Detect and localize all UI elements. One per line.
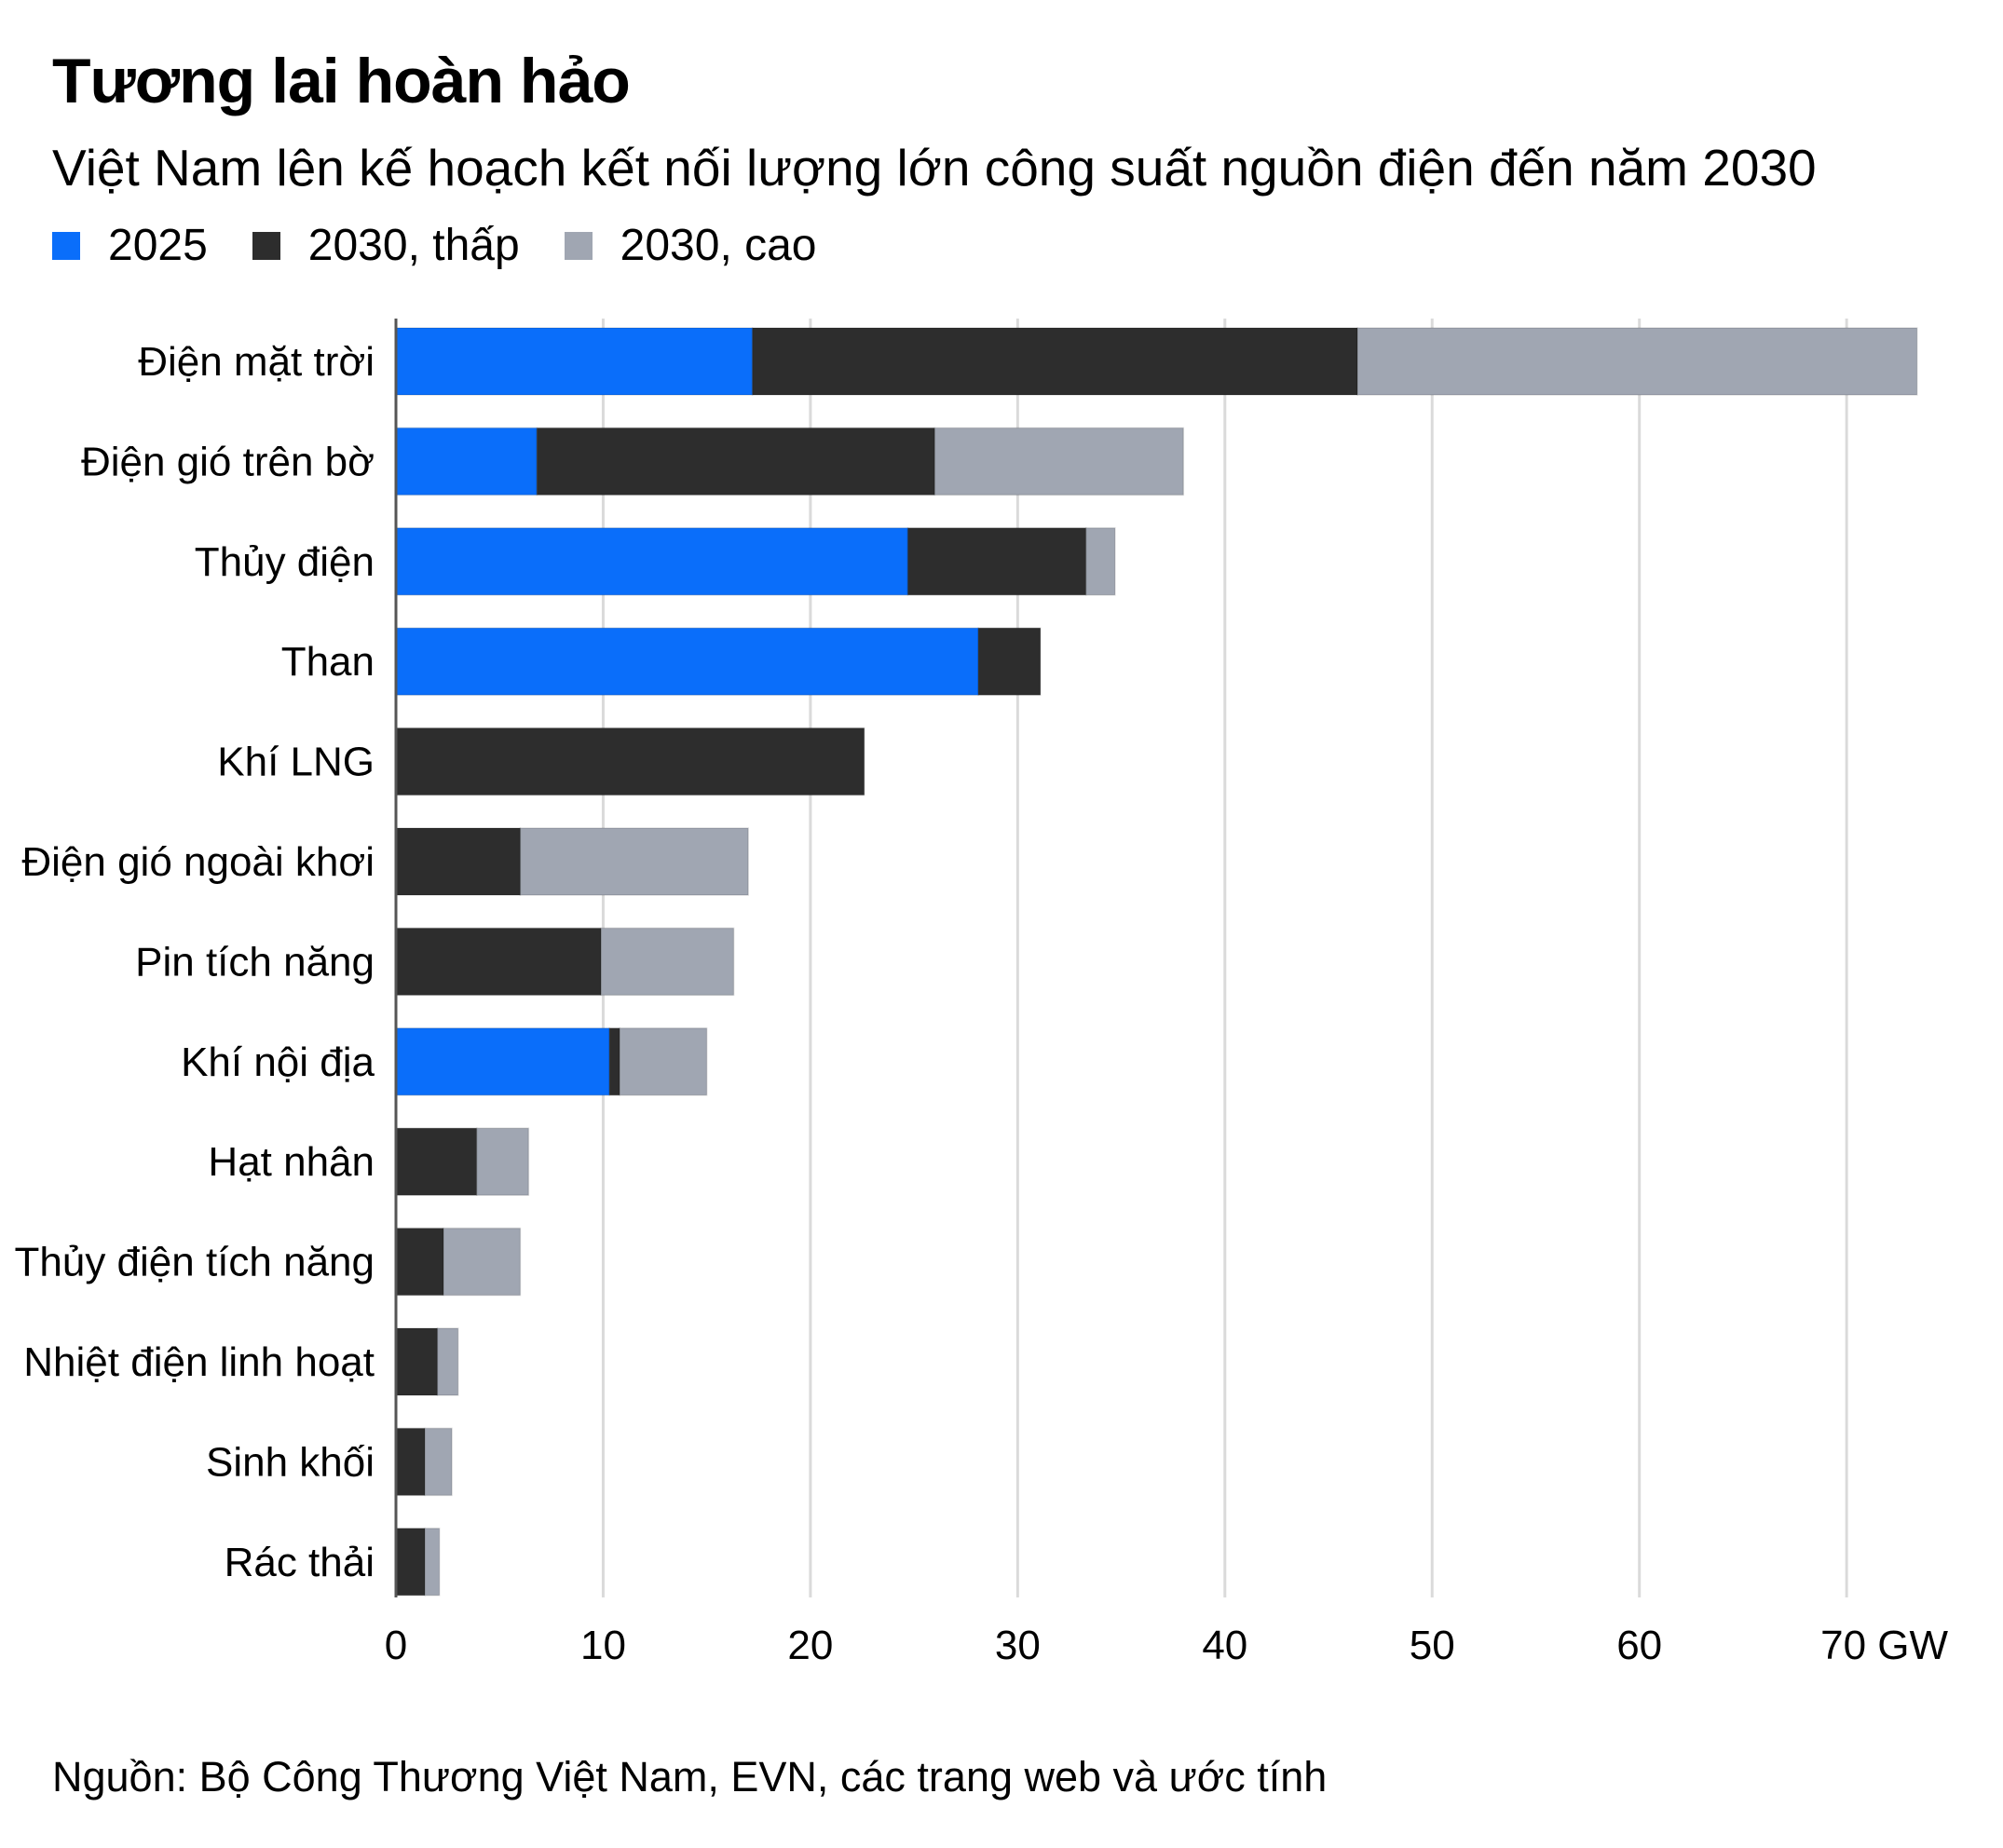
legend-label-2025: 2025 (108, 221, 208, 270)
legend: 2025 2030, thấp 2030, cao (52, 220, 862, 271)
bar-segment (608, 1027, 620, 1096)
category-label: Điện gió ngoài khơi (21, 839, 375, 885)
bar-segment (424, 1427, 453, 1497)
category-label: Thủy điện tích năng (15, 1240, 375, 1285)
bar-segment (1356, 327, 1918, 396)
category-label: Khí nội địa (181, 1040, 375, 1085)
legend-item-2030-high: 2030, cao (564, 220, 817, 271)
bar-segment (395, 727, 865, 796)
category-label: Than (281, 639, 375, 685)
bar-segment (619, 1027, 708, 1096)
bar-segment (424, 1528, 441, 1597)
legend-swatch-2025 (52, 231, 80, 260)
x-tick-label: 70 GW (1820, 1623, 1948, 1668)
category-label: Khí LNG (217, 740, 375, 785)
bar-segment (395, 427, 538, 496)
bar-segment (395, 1528, 426, 1597)
category-label: Hạt nhân (208, 1139, 375, 1185)
bar-segment (395, 1027, 610, 1096)
category-label: Sinh khối (206, 1439, 375, 1485)
legend-label-2030-low: 2030, thấp (307, 221, 520, 270)
bar-segment (395, 927, 602, 997)
legend-swatch-2030-low (252, 231, 280, 260)
category-label: Điện gió trên bờ (81, 439, 375, 484)
bar-segment (395, 1227, 444, 1297)
bar-segment (751, 327, 1358, 396)
bar-segment (476, 1127, 530, 1196)
chart-subtitle: Việt Nam lên kế hoạch kết nối lượng lớn … (52, 139, 1817, 197)
x-tick-label: 10 (580, 1623, 626, 1668)
category-label: Thủy điện (195, 539, 375, 585)
bar-segment (395, 627, 979, 696)
bar-segment (906, 527, 1087, 596)
category-label: Điện mặt trời (138, 339, 375, 385)
x-tick-label: 0 (385, 1623, 407, 1668)
bar-segment (395, 1127, 478, 1196)
bar-segment (395, 1427, 426, 1497)
x-tick-label: 50 (1410, 1623, 1455, 1668)
bar-segment (395, 1327, 439, 1396)
bar-segment (436, 1327, 459, 1396)
bar-segment (600, 927, 735, 997)
bar-segment (1085, 527, 1116, 596)
category-label: Pin tích năng (135, 939, 375, 985)
x-tick-label: 60 (1616, 1623, 1662, 1668)
category-label: Nhiệt điện linh hoạt (23, 1339, 375, 1385)
x-tick-label: 20 (787, 1623, 833, 1668)
x-tick-label: 30 (995, 1623, 1041, 1668)
bar-segment (395, 527, 909, 596)
category-label: Rác thải (225, 1540, 375, 1585)
legend-item-2025: 2025 (52, 220, 208, 271)
legend-label-2030-high: 2030, cao (620, 221, 817, 270)
bar-segment (395, 327, 754, 396)
bar-segment (395, 827, 522, 896)
legend-swatch-2030-high (564, 231, 593, 260)
bar-segment (443, 1227, 522, 1297)
bar-chart: 0 10 20 30 40 50 60 70 GW Điện mặt trời Điện gió … (15, 319, 1949, 1668)
bar-segment (519, 827, 749, 896)
legend-item-2030-low: 2030, thấp (252, 220, 520, 271)
x-tick-label: 40 (1202, 1623, 1247, 1668)
bar-segment (977, 627, 1042, 696)
source-note: Nguồn: Bộ Công Thương Việt Nam, EVN, các… (52, 1753, 1328, 1800)
bar-segment (933, 427, 1185, 496)
chart-title: Tương lai hoàn hảo (52, 46, 631, 116)
bar-segment (536, 427, 936, 496)
